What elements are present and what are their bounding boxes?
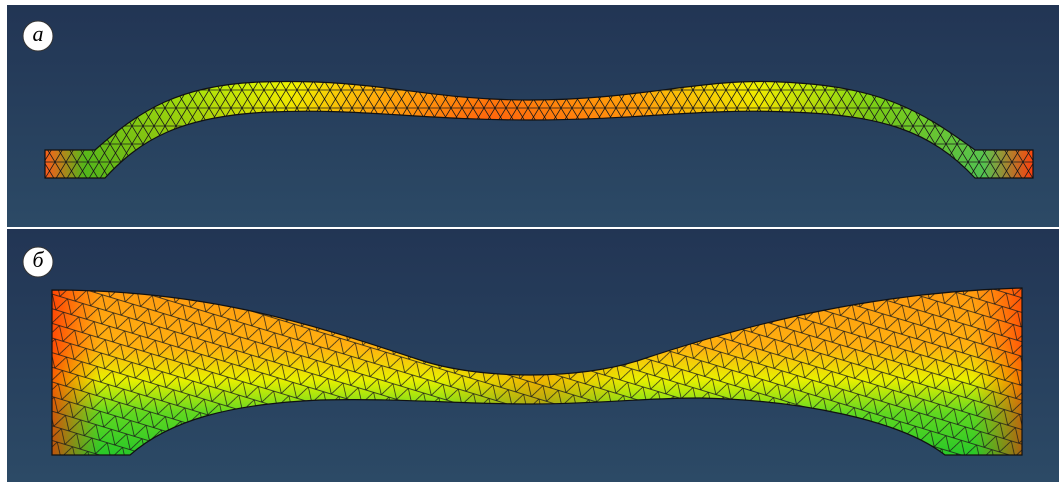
panel-label-text: б — [32, 247, 44, 272]
panel-label: б — [23, 247, 53, 277]
panel-label-text: а — [33, 21, 44, 46]
panel-label: а — [23, 21, 53, 51]
figure: а б — [0, 0, 1059, 484]
